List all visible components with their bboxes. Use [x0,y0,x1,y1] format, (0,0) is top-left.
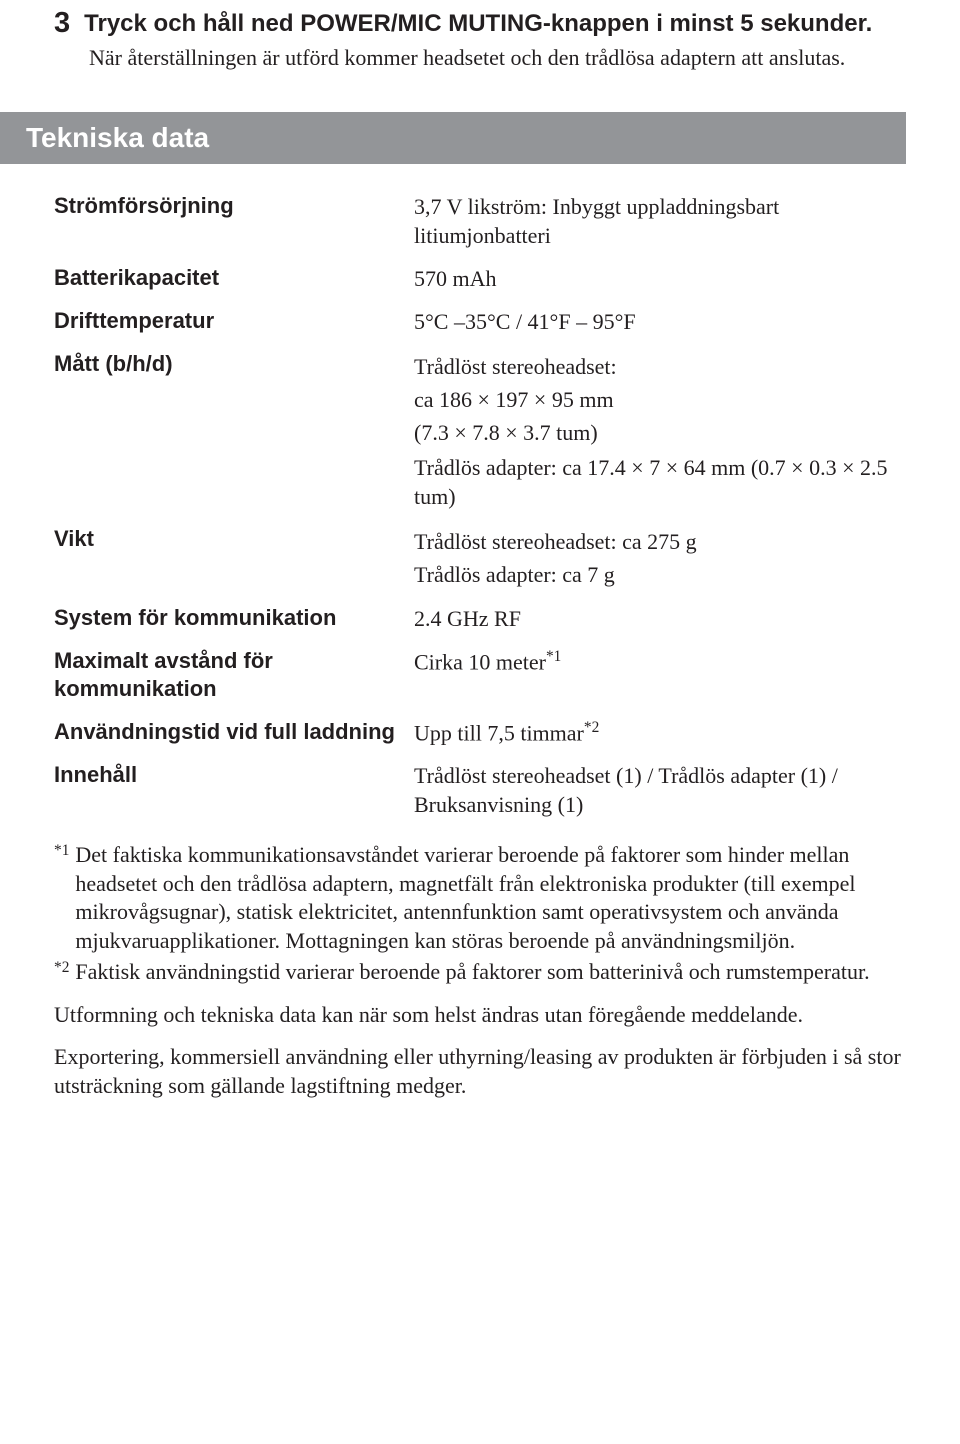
spec-label-usage: Användningstid vid full laddning [54,718,402,747]
section-heading: Tekniska data [26,120,906,157]
step-row: 3 Tryck och håll ned POWER/MIC MUTING-kn… [54,8,906,39]
spec-label-battery: Batterikapacitet [54,264,402,293]
dims-line4: Trådlös adapter: ca 17.4 × 7 × 64 mm (0.… [414,453,906,511]
usage-text: Upp till 7,5 timmar [414,720,584,745]
spec-value-system: 2.4 GHz RF [414,604,906,633]
closing-para-1: Utformning och tekniska data kan när som… [54,1001,906,1030]
spec-value-distance: Cirka 10 meter*1 [414,647,906,704]
spec-value-usage: Upp till 7,5 timmar*2 [414,718,906,747]
spec-value-battery: 570 mAh [414,264,906,293]
footnote-1-marker-text: *1 [54,842,69,859]
spec-label-temp: Drifttemperatur [54,307,402,336]
footnote-1: *1 Det faktiska kommunikationsavståndet … [54,841,906,955]
spec-label-system: System för kommunikation [54,604,402,633]
spec-label-dims: Mått (b/h/d) [54,350,402,511]
step-body: När återställningen är utförd kommer hea… [89,43,906,72]
spec-value-temp: 5°C –35°C / 41°F – 95°F [414,307,906,336]
spec-label-power: Strömförsörjning [54,192,402,250]
step-title: Tryck och håll ned POWER/MIC MUTING-knap… [84,8,872,39]
weight-line1: Trådlöst stereoheadset: ca 275 g [414,527,906,556]
footnote-1-marker: *1 [54,841,69,955]
section-heading-bar: Tekniska data [0,112,906,164]
spec-label-contents: Innehåll [54,761,402,819]
weight-line2: Trådlös adapter: ca 7 g [414,560,906,589]
spec-value-contents: Trådlöst stereoheadset (1) / Trådlös ada… [414,761,906,819]
dims-line3: (7.3 × 7.8 × 3.7 tum) [414,418,906,447]
spec-table: Strömförsörjning 3,7 V likström: Inbyggt… [54,192,906,819]
footnote-2: *2 Faktisk användningstid varierar beroe… [54,958,906,987]
dims-line1: Trådlöst stereoheadset: [414,352,906,381]
footnote-1-text: Det faktiska kommunikationsavståndet var… [75,841,906,955]
distance-ref: *1 [546,648,561,665]
spec-value-power: 3,7 V likström: Inbyggt uppladdningsbart… [414,192,906,250]
usage-ref: *2 [584,719,599,736]
footnote-2-marker-text: *2 [54,959,69,976]
distance-text: Cirka 10 meter [414,649,546,674]
spec-value-dims: Trådlöst stereoheadset: ca 186 × 197 × 9… [414,350,906,511]
spec-label-weight: Vikt [54,525,402,589]
spec-label-distance: Maximalt avstånd för kommunikation [54,647,402,704]
footnotes: *1 Det faktiska kommunikationsavståndet … [54,841,906,987]
closing-para-2: Exportering, kommersiell användning elle… [54,1043,906,1100]
step-number: 3 [54,8,70,38]
dims-line2: ca 186 × 197 × 95 mm [414,385,906,414]
step-block: 3 Tryck och håll ned POWER/MIC MUTING-kn… [54,8,906,72]
spec-value-weight: Trådlöst stereoheadset: ca 275 g Trådlös… [414,525,906,589]
footnote-2-text: Faktisk användningstid varierar beroende… [75,958,869,987]
footnote-2-marker: *2 [54,958,69,987]
